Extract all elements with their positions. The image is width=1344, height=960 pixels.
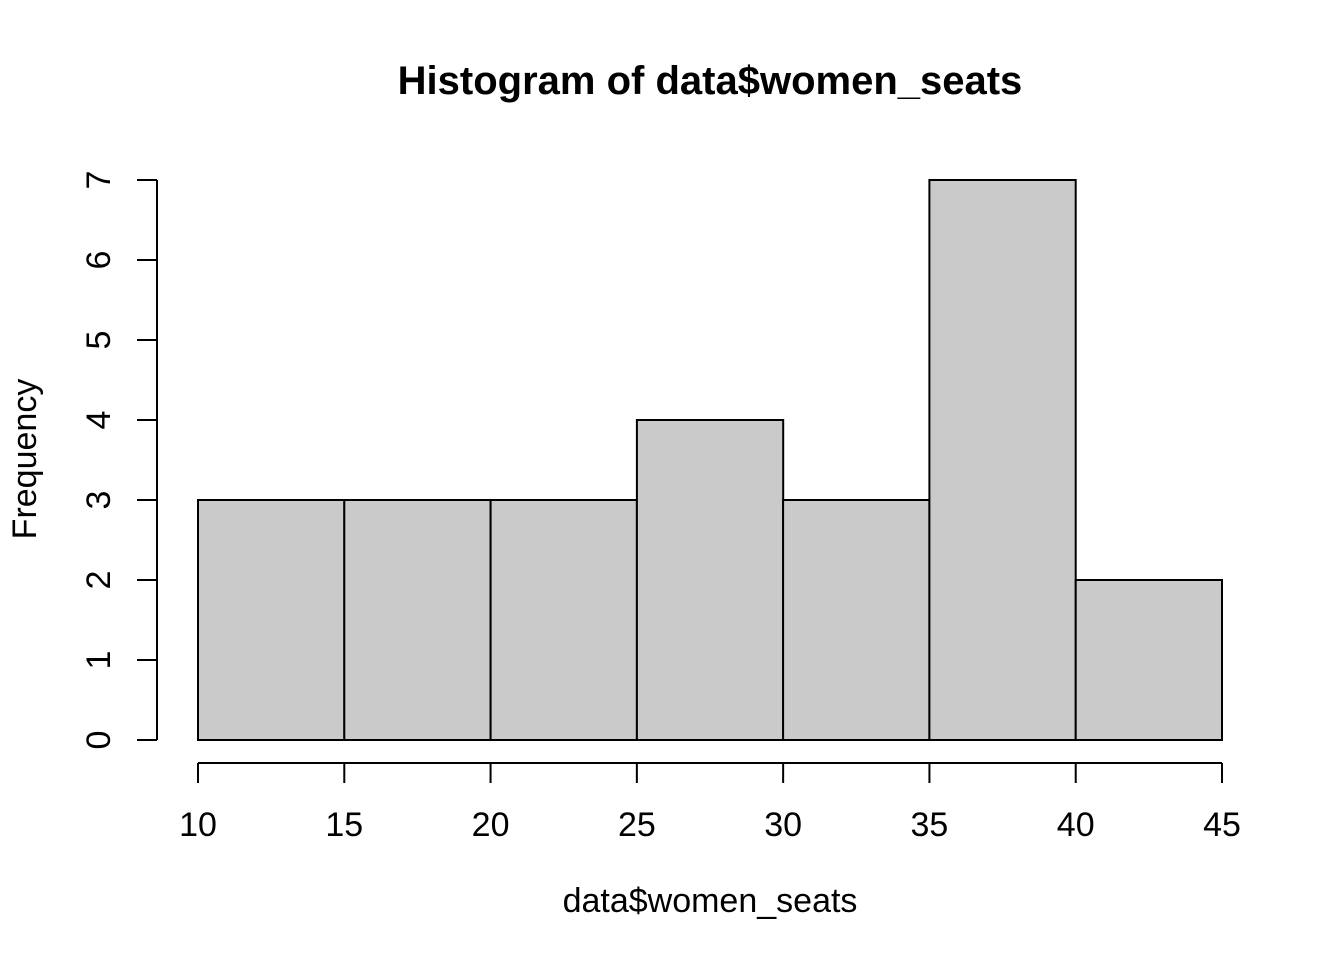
- y-tick-label-7: 7: [80, 171, 118, 190]
- x-tick-label-15: 15: [325, 806, 363, 844]
- histogram-bar-35-40: [928, 179, 1077, 741]
- histogram-bar-10-15: [197, 499, 346, 741]
- x-tick-label-40: 40: [1057, 806, 1095, 844]
- y-tick-label-4: 4: [80, 411, 118, 430]
- histogram-bar-15-20: [343, 499, 492, 741]
- y-tick-label-5: 5: [80, 331, 118, 350]
- y-tick-label-1: 1: [80, 651, 118, 670]
- histogram-bar-30-35: [782, 499, 931, 741]
- histogram-bar-25-30: [635, 419, 785, 741]
- histogram-bar-20-25: [489, 499, 638, 741]
- bars-group: [197, 179, 1223, 741]
- x-tick-label-30: 30: [764, 806, 802, 844]
- y-tick-label-3: 3: [80, 491, 118, 510]
- x-axis-label: data$women_seats: [563, 882, 858, 920]
- histogram-bar-40-45: [1074, 579, 1223, 741]
- chart-title: Histogram of data$women_seats: [398, 59, 1023, 103]
- x-tick-label-10: 10: [179, 806, 217, 844]
- x-tick-label-45: 45: [1203, 806, 1241, 844]
- y-tick-label-2: 2: [80, 571, 118, 590]
- x-tick-label-25: 25: [618, 806, 656, 844]
- x-tick-label-35: 35: [911, 806, 949, 844]
- y-tick-label-0: 0: [80, 731, 118, 750]
- x-tick-label-20: 20: [472, 806, 510, 844]
- y-tick-label-6: 6: [80, 251, 118, 270]
- y-axis-label: Frequency: [6, 379, 44, 540]
